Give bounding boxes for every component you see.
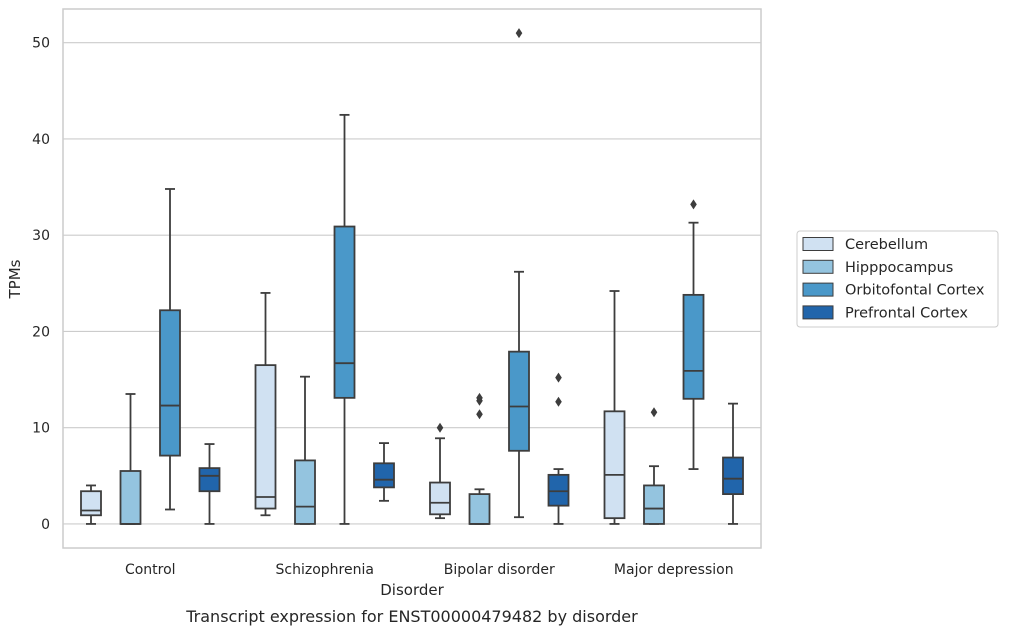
box xyxy=(429,422,451,520)
legend-swatch xyxy=(802,305,834,320)
box-body xyxy=(722,456,744,495)
box xyxy=(254,292,277,517)
box xyxy=(119,393,142,525)
box xyxy=(294,375,316,525)
chart-caption: Transcript expression for ENST0000047948… xyxy=(185,607,638,626)
x-tick-label: Major depression xyxy=(614,562,734,578)
box xyxy=(547,372,570,525)
legend: Cerebellum Hipppocampus Orbitofontal Corte… xyxy=(796,230,999,328)
box-body xyxy=(333,225,356,399)
outlier-point xyxy=(515,28,523,39)
box xyxy=(159,188,181,511)
box-body xyxy=(80,490,102,517)
outlier-point xyxy=(555,372,562,383)
box-body xyxy=(373,462,395,489)
legend-swatch xyxy=(802,282,834,297)
outlier-point xyxy=(476,392,483,403)
outlier-point xyxy=(650,407,658,418)
box xyxy=(508,28,530,519)
box-body xyxy=(429,481,451,516)
box-body xyxy=(682,293,705,400)
y-tick-label: 0 xyxy=(41,517,50,533)
x-axis-label: Disorder xyxy=(380,581,444,599)
legend-swatch xyxy=(802,259,834,274)
box xyxy=(682,199,705,470)
y-tick-label: 30 xyxy=(32,228,50,244)
legend-entry: Prefrontal Cortex xyxy=(845,305,968,321)
box xyxy=(468,392,491,525)
y-axis-label: TPMs xyxy=(6,259,24,299)
box xyxy=(373,442,395,502)
legend-entry: Orbitofontal Cortex xyxy=(845,283,985,299)
series-cerebellum xyxy=(80,290,626,525)
outlier-point xyxy=(476,409,483,420)
box-layer xyxy=(80,28,744,525)
y-axis-ticks: 0 10 20 30 40 50 xyxy=(32,36,50,533)
plot-frame xyxy=(62,8,762,549)
legend-swatch xyxy=(802,237,834,251)
box xyxy=(603,290,626,525)
box-body xyxy=(547,473,570,507)
x-tick-label: Bipolar disorder xyxy=(444,562,555,578)
series-orbitofontal-cortex xyxy=(159,28,705,525)
box xyxy=(722,402,744,525)
legend-frame xyxy=(796,230,999,328)
box-body xyxy=(159,309,181,457)
box xyxy=(643,407,665,525)
y-tick-label: 50 xyxy=(32,36,50,52)
legend-entry: Cerebellum xyxy=(845,237,928,253)
box-body xyxy=(294,459,316,525)
box-body xyxy=(468,493,491,525)
box xyxy=(198,443,221,525)
box-body xyxy=(254,364,277,510)
y-tick-label: 20 xyxy=(32,324,50,340)
box xyxy=(333,113,356,525)
x-tick-label: Control xyxy=(125,562,176,578)
box-body xyxy=(603,410,626,520)
series-prefrontal-cortex xyxy=(198,372,744,525)
box-body xyxy=(643,484,665,525)
outlier-point xyxy=(690,199,697,210)
box xyxy=(80,484,102,525)
x-tick-label: Schizophrenia xyxy=(276,562,374,578)
series-hipppocampus xyxy=(119,375,665,525)
x-axis-ticks: Control Schizophrenia Bipolar disorder Majo… xyxy=(125,562,734,578)
y-tick-label: 40 xyxy=(32,132,50,148)
outlier-point xyxy=(555,396,562,407)
y-tick-label: 10 xyxy=(32,421,50,437)
box-body xyxy=(198,467,221,493)
box-body xyxy=(119,470,142,525)
box-body xyxy=(508,350,530,452)
outlier-point xyxy=(436,422,444,433)
legend-entry: Hipppocampus xyxy=(845,260,953,276)
